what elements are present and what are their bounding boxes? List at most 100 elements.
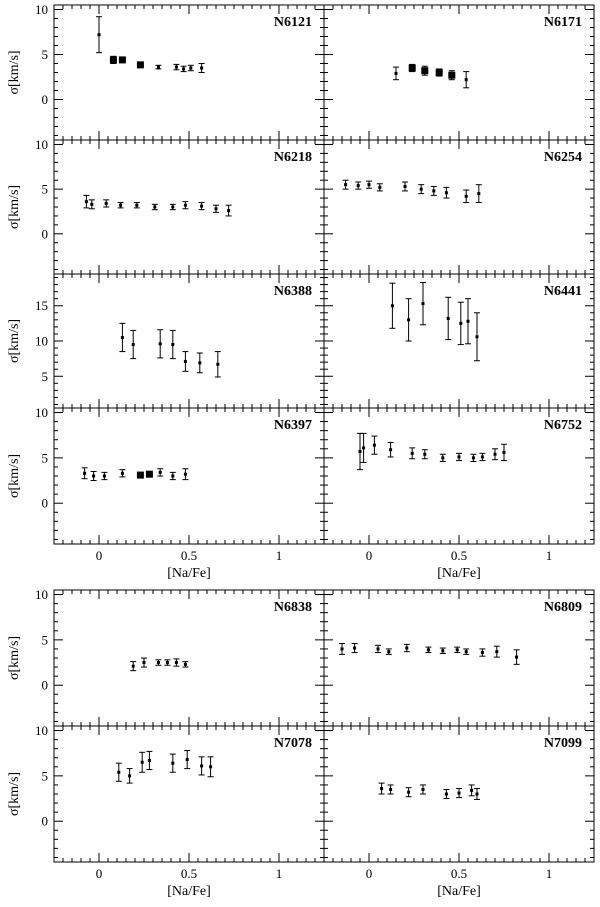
y-tick-label: 10: [35, 587, 48, 602]
panel-label: N7099: [544, 736, 582, 751]
data-point: [378, 782, 385, 795]
point-marker: [515, 655, 519, 659]
data-point: [155, 64, 162, 70]
data-point: [117, 202, 124, 209]
data-point: [465, 298, 471, 345]
point-marker: [344, 183, 348, 187]
x-tick-label: 0: [366, 548, 373, 563]
y-axis-label: σ[km/s]: [7, 772, 22, 816]
x-tick-label: 0.5: [181, 548, 197, 563]
point-marker: [216, 362, 220, 366]
data-point: [357, 432, 363, 471]
data-point: [198, 202, 205, 211]
panel-n6838: 0 5 10 σ[km/s] N6838: [7, 587, 325, 727]
point-marker: [407, 318, 411, 322]
data-point: [130, 661, 137, 672]
y-axis-label: σ[km/s]: [7, 319, 22, 363]
point-marker: [475, 335, 479, 339]
data-point: [474, 312, 480, 362]
point-marker: [156, 661, 160, 665]
data-point: [501, 443, 507, 462]
point-marker: [471, 456, 475, 460]
point-marker: [358, 450, 362, 454]
panel-label: N6218: [274, 150, 312, 165]
point-marker: [464, 650, 468, 654]
data-point: [119, 322, 126, 353]
data-point: [371, 435, 378, 455]
point-marker: [120, 335, 124, 339]
y-tick-label: 10: [35, 723, 48, 738]
data-point: [173, 658, 180, 667]
point-marker: [200, 204, 204, 208]
data-point: [90, 470, 97, 482]
data-point: [83, 194, 90, 209]
point-marker: [185, 758, 189, 762]
data-point: [409, 447, 416, 460]
data-point: [408, 63, 416, 73]
data-point: [169, 203, 176, 211]
point-marker: [362, 446, 366, 450]
data-point: [389, 282, 396, 329]
data-point: [173, 63, 180, 71]
panel-n6809: N6809: [323, 589, 595, 727]
x-axis-label: [Na/Fe]: [437, 566, 481, 581]
data-point: [198, 63, 205, 73]
data-point: [470, 453, 477, 462]
data-point: [493, 645, 500, 658]
data-point: [421, 65, 429, 76]
panel-n7099: 0 0.5 1 [Na/Fe] N7099: [323, 725, 595, 899]
point-marker: [117, 770, 121, 774]
point-marker: [183, 472, 187, 476]
point-marker: [131, 664, 135, 668]
point-marker: [147, 758, 151, 762]
point-marker: [171, 205, 175, 209]
x-tick-label: 0.5: [451, 866, 467, 881]
data-point: [405, 787, 412, 798]
data-point: [136, 471, 144, 479]
point-marker: [405, 646, 409, 650]
data-point: [376, 183, 383, 192]
y-tick-label: 10: [35, 2, 48, 17]
data-point: [418, 184, 425, 195]
point-marker: [136, 61, 144, 69]
data-point: [479, 648, 486, 657]
y-tick-label: 5: [42, 47, 49, 62]
point-marker: [448, 71, 456, 79]
point-marker: [145, 470, 153, 478]
data-point: [133, 202, 140, 209]
data-point: [366, 180, 372, 189]
point-marker: [128, 774, 132, 778]
point-marker: [153, 205, 157, 209]
point-marker: [142, 661, 146, 665]
x-axis-label: [Na/Fe]: [167, 566, 211, 581]
panel-label: N6171: [544, 15, 582, 30]
data-point: [463, 648, 470, 655]
point-marker: [171, 761, 175, 765]
data-point: [196, 352, 203, 374]
point-marker: [466, 319, 470, 323]
point-marker: [444, 792, 448, 796]
point-marker: [102, 474, 106, 478]
x-axis-label: [Na/Fe]: [167, 884, 211, 899]
data-point: [182, 351, 189, 372]
point-marker: [171, 343, 175, 347]
point-marker: [120, 471, 124, 475]
point-marker: [457, 791, 461, 795]
point-marker: [408, 64, 416, 72]
point-marker: [83, 471, 87, 475]
data-point: [445, 296, 452, 341]
x-tick-label: 0.5: [451, 548, 467, 563]
point-marker: [464, 78, 468, 82]
data-point: [463, 189, 470, 204]
point-marker: [198, 361, 202, 365]
point-marker: [97, 33, 101, 37]
data-point: [351, 642, 358, 654]
point-marker: [421, 67, 429, 75]
data-point: [513, 649, 520, 665]
point-marker: [435, 69, 443, 76]
point-marker: [109, 56, 117, 64]
data-point: [81, 467, 88, 480]
data-point: [88, 199, 95, 210]
data-point: [187, 64, 194, 72]
